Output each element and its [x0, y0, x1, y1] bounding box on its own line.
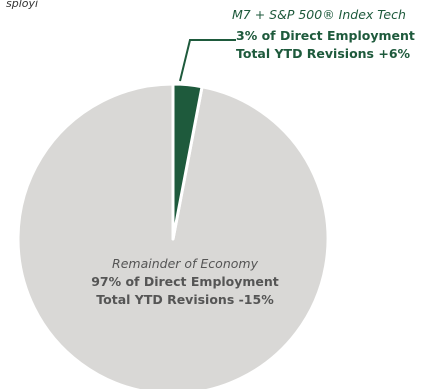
cropped-top-label: sployi	[6, 0, 39, 10]
remainder-slice-employment: 97% of Direct Employment	[91, 274, 279, 289]
pie-slice-remainder	[16, 82, 330, 389]
remainder-slice-revisions: Total YTD Revisions -15%	[96, 292, 274, 307]
pie-slice-tech	[171, 82, 204, 241]
tech-slice-revisions: Total YTD Revisions +6%	[236, 46, 411, 61]
tech-slice-employment: 3% of Direct Employment	[236, 28, 415, 43]
remainder-label-block: Remainder of Economy 97% of Direct Emplo…	[40, 255, 330, 309]
callout-leader-line	[179, 39, 236, 82]
remainder-slice-label: Remainder of Economy	[112, 256, 258, 271]
tech-slice-label: M7 + S&P 500® Index Tech	[232, 7, 406, 22]
